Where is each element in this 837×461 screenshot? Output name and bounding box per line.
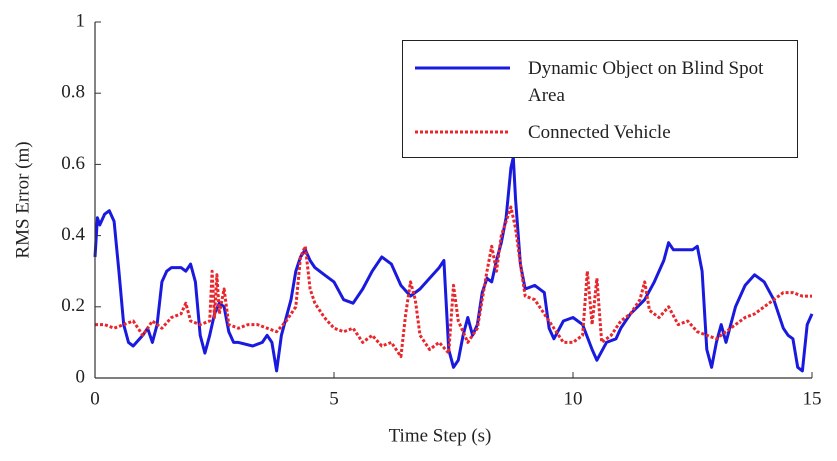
y-tick-label: 0.6 xyxy=(61,153,85,174)
legend-label: Dynamic Object on Blind Spot Area xyxy=(528,58,764,106)
series-line xyxy=(95,205,812,359)
x-tick-label: 10 xyxy=(564,388,583,409)
y-axis-label: RMS Error (m) xyxy=(12,141,33,258)
legend: Dynamic Object on Blind Spot Area Connect… xyxy=(402,40,798,158)
y-tick-label: 0.8 xyxy=(61,82,85,103)
y-tick-label: 1 xyxy=(76,10,86,31)
series-line xyxy=(93,155,814,373)
x-tick-label: 5 xyxy=(329,388,339,409)
legend-label: Connected Vehicle xyxy=(528,122,671,143)
legend-swatch xyxy=(415,130,510,134)
x-axis-label: Time Step (s) xyxy=(389,425,492,446)
y-tick-label: 0.2 xyxy=(61,295,85,316)
x-tick-label: 15 xyxy=(803,388,822,409)
x-tick-label: 0 xyxy=(90,388,100,409)
legend-swatch xyxy=(415,66,510,70)
y-tick-label: 0.4 xyxy=(61,224,85,245)
y-tick-label: 0 xyxy=(76,366,86,387)
